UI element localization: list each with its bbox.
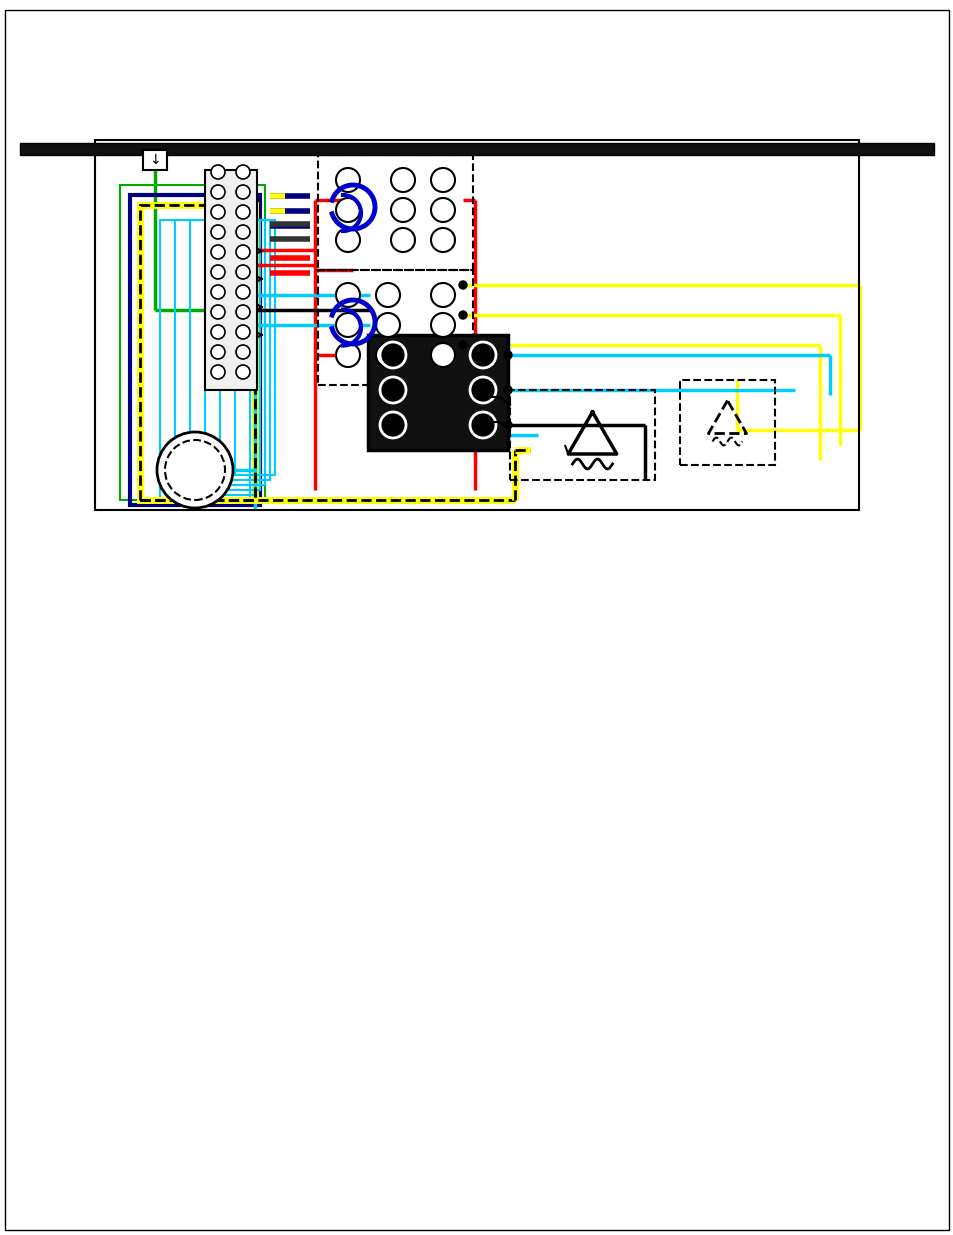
- Circle shape: [335, 228, 359, 252]
- Circle shape: [211, 245, 225, 259]
- Circle shape: [235, 366, 250, 379]
- Circle shape: [379, 342, 406, 368]
- Circle shape: [211, 165, 225, 179]
- Circle shape: [391, 168, 415, 191]
- Circle shape: [470, 412, 496, 438]
- Circle shape: [335, 283, 359, 308]
- Circle shape: [431, 198, 455, 222]
- Circle shape: [503, 387, 512, 394]
- Bar: [140, 205, 254, 500]
- Circle shape: [235, 266, 250, 279]
- Circle shape: [458, 341, 467, 350]
- Bar: [205, 170, 256, 390]
- Circle shape: [470, 377, 496, 403]
- Bar: [160, 220, 250, 500]
- Circle shape: [235, 225, 250, 240]
- Circle shape: [503, 421, 512, 429]
- Bar: [20, 143, 933, 156]
- Circle shape: [211, 366, 225, 379]
- Circle shape: [458, 311, 467, 319]
- Circle shape: [235, 205, 250, 219]
- Circle shape: [235, 285, 250, 299]
- Bar: [679, 380, 774, 466]
- Circle shape: [503, 351, 512, 359]
- Circle shape: [391, 228, 415, 252]
- Circle shape: [211, 305, 225, 319]
- Circle shape: [211, 285, 225, 299]
- Circle shape: [235, 245, 250, 259]
- Bar: [510, 390, 655, 480]
- Circle shape: [235, 345, 250, 359]
- Circle shape: [235, 305, 250, 319]
- Bar: [143, 149, 167, 170]
- Bar: [368, 335, 507, 450]
- Bar: [190, 220, 260, 490]
- Circle shape: [470, 342, 496, 368]
- Text: ↓: ↓: [149, 153, 161, 167]
- Bar: [317, 270, 473, 385]
- Circle shape: [157, 432, 233, 508]
- Circle shape: [375, 312, 399, 337]
- Circle shape: [335, 343, 359, 367]
- Circle shape: [431, 168, 455, 191]
- Circle shape: [335, 198, 359, 222]
- Circle shape: [235, 165, 250, 179]
- Bar: [130, 195, 260, 505]
- Circle shape: [211, 325, 225, 338]
- Circle shape: [375, 343, 399, 367]
- Bar: [95, 140, 858, 510]
- Bar: [140, 205, 254, 500]
- Bar: [234, 220, 274, 475]
- Bar: [220, 220, 270, 480]
- Circle shape: [458, 282, 467, 289]
- Circle shape: [375, 283, 399, 308]
- Circle shape: [431, 228, 455, 252]
- Circle shape: [391, 198, 415, 222]
- Circle shape: [431, 283, 455, 308]
- Circle shape: [211, 345, 225, 359]
- Circle shape: [379, 412, 406, 438]
- Bar: [174, 220, 254, 495]
- Circle shape: [211, 185, 225, 199]
- Circle shape: [431, 312, 455, 337]
- Circle shape: [211, 266, 225, 279]
- Circle shape: [211, 205, 225, 219]
- Bar: [205, 220, 265, 485]
- Circle shape: [235, 185, 250, 199]
- Circle shape: [431, 343, 455, 367]
- Circle shape: [335, 312, 359, 337]
- Circle shape: [165, 440, 225, 500]
- Circle shape: [235, 325, 250, 338]
- Circle shape: [335, 168, 359, 191]
- Circle shape: [211, 225, 225, 240]
- Circle shape: [379, 377, 406, 403]
- Bar: [317, 156, 473, 270]
- Bar: [120, 185, 265, 500]
